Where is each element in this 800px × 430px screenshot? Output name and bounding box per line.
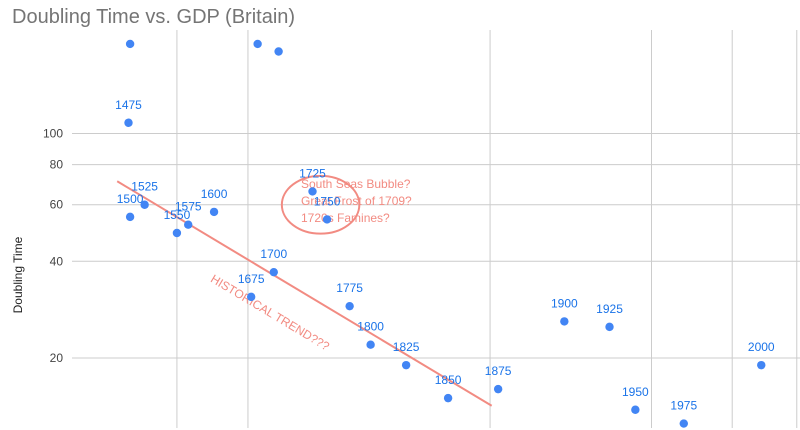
data-point xyxy=(560,317,569,326)
data-point-label: 1600 xyxy=(201,187,228,201)
data-point xyxy=(140,200,149,209)
data-point-label: 1775 xyxy=(336,281,363,295)
data-point-label: 1575 xyxy=(175,200,202,214)
trend-label: HISTORICAL TREND??? xyxy=(208,272,332,354)
data-point xyxy=(269,267,278,277)
data-point-label: 1950 xyxy=(622,385,649,399)
y-tick-label: 60 xyxy=(50,198,64,212)
data-point-label: 1875 xyxy=(485,364,512,378)
data-point xyxy=(172,228,182,238)
highlight-ellipse xyxy=(280,174,361,235)
data-point-label: 1800 xyxy=(357,320,384,334)
data-point-label: 1900 xyxy=(551,296,578,310)
data-point-label: 1700 xyxy=(260,247,287,261)
data-point xyxy=(757,360,766,370)
data-point xyxy=(308,187,317,196)
y-tick-label: 80 xyxy=(50,158,64,172)
data-point xyxy=(124,118,133,127)
data-point-label: 1475 xyxy=(115,98,142,112)
data-point-label: 1825 xyxy=(393,340,420,354)
y-tick-label: 100 xyxy=(43,126,63,140)
data-point xyxy=(274,47,283,56)
data-point-label: 1675 xyxy=(238,272,265,286)
data-point-label: 1850 xyxy=(435,373,462,387)
data-point xyxy=(253,39,262,49)
data-point-label: 1525 xyxy=(131,180,158,194)
data-point xyxy=(605,322,614,332)
chart-title: Doubling Time vs. GDP (Britain) xyxy=(12,6,296,28)
data-point-label: 1550 xyxy=(164,208,191,222)
trend-line xyxy=(116,180,493,407)
data-point xyxy=(345,301,354,311)
data-point xyxy=(246,292,256,302)
data-point-label: 1975 xyxy=(670,399,697,413)
y-tick-label: 20 xyxy=(50,351,64,365)
data-point xyxy=(322,215,332,224)
data-point xyxy=(209,207,219,217)
annotation-line: 1720s Famines? xyxy=(301,211,390,225)
data-point xyxy=(125,212,135,222)
data-point-label: 1925 xyxy=(596,302,623,316)
y-axis-label: Doubling Time xyxy=(11,236,25,313)
data-point xyxy=(443,393,453,403)
y-tick-label: 40 xyxy=(50,254,64,268)
data-point xyxy=(125,39,135,49)
data-point-label: 2000 xyxy=(748,340,775,354)
data-point-label: 1750 xyxy=(314,194,341,208)
annotation-line: South Seas Bubble? xyxy=(301,177,411,191)
data-point xyxy=(184,220,193,229)
data-point xyxy=(679,419,688,428)
data-point-label: 1725 xyxy=(299,166,326,180)
annotation-line: Great Frost of 1709? xyxy=(301,194,412,208)
data-point xyxy=(401,360,411,370)
data-point xyxy=(493,384,503,394)
data-point xyxy=(631,405,640,414)
data-point-label: 1500 xyxy=(117,192,144,206)
data-point xyxy=(366,340,375,349)
